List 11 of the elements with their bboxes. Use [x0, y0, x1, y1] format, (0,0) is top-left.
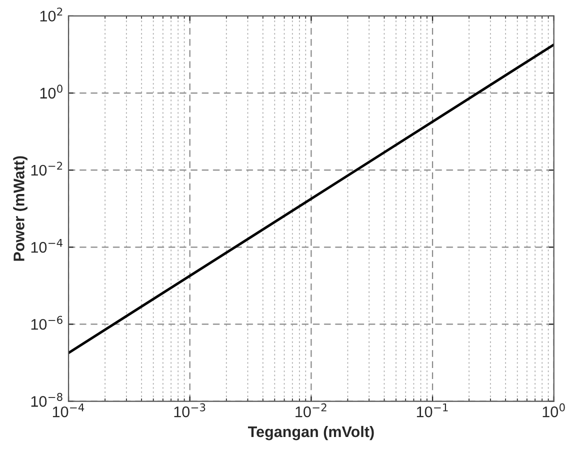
y-tick-label: 10$^{−4}$ — [31, 238, 63, 253]
x-tick-label: 10$^{−1}$ — [416, 403, 448, 418]
x-tick-label: 10$^{0}$ — [542, 403, 565, 418]
y-axis-title: Power (mWatt) — [13, 156, 28, 261]
y-tick-label: 10$^{−6}$ — [31, 316, 62, 330]
y-tick-label: 10$^{−2}$ — [31, 162, 62, 176]
x-tick-label: 10$^{−2}$ — [296, 403, 326, 418]
x-tick-label: 10$^{−3}$ — [174, 403, 206, 418]
y-tick-label: 10$^{2}$ — [40, 8, 62, 22]
y-tick-label: 10$^{0}$ — [40, 84, 62, 99]
x-axis-title: Tegangan (mVolt) — [248, 426, 374, 440]
